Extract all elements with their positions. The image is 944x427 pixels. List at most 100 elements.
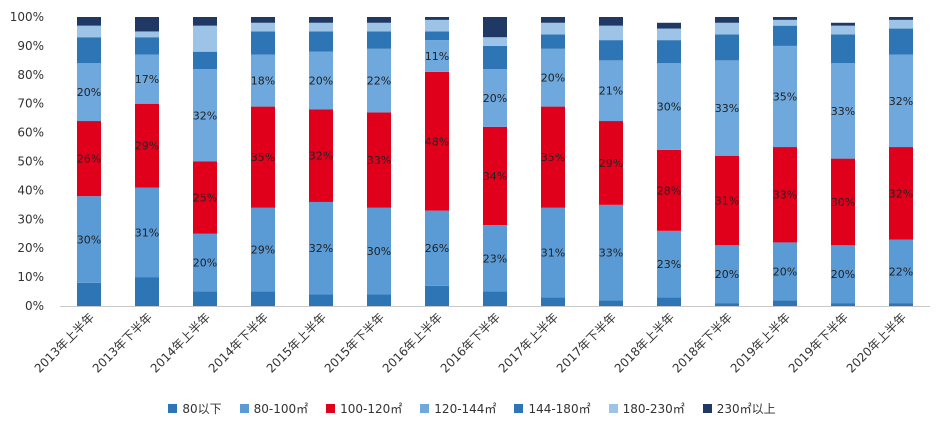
- bar-segment: [831, 34, 855, 64]
- bar-segment: [657, 297, 681, 306]
- bar-segment: [367, 48, 391, 113]
- data-label: 33%: [367, 154, 391, 167]
- bar-segment: [541, 34, 565, 49]
- x-tick-label: 2013年上半年: [32, 310, 97, 375]
- bar-segment: [715, 17, 739, 23]
- bar-segment: [889, 54, 913, 148]
- bar-segment: [135, 17, 159, 32]
- bar-segment: [135, 277, 159, 306]
- data-label: 11%: [425, 50, 449, 63]
- data-label: 20%: [483, 92, 507, 105]
- bar-segment: [309, 109, 333, 202]
- bar-segment: [367, 294, 391, 306]
- bar-segment: [657, 40, 681, 64]
- bar-segment: [425, 31, 449, 41]
- data-label: 20%: [77, 86, 101, 99]
- bar-segment: [831, 158, 855, 246]
- data-label: 26%: [77, 153, 101, 166]
- data-label: 18%: [251, 75, 275, 88]
- bar-segment: [715, 60, 739, 156]
- data-label: 33%: [831, 105, 855, 118]
- bar-segment: [251, 106, 275, 208]
- legend-label: 144-180㎡: [528, 402, 591, 416]
- bar-segment: [425, 40, 449, 72]
- bar-segment: [715, 22, 739, 35]
- bar-segment: [77, 63, 101, 122]
- data-label: 20%: [541, 72, 565, 85]
- bar-segment: [367, 31, 391, 49]
- bar-segment: [193, 291, 217, 306]
- data-label: 33%: [599, 247, 623, 260]
- bar-segment: [541, 207, 565, 298]
- data-label: 28%: [657, 184, 681, 197]
- legend-item: 80-100㎡: [239, 400, 309, 417]
- bar-segment: [715, 34, 739, 61]
- x-tick-label: 2019年上半年: [728, 310, 793, 375]
- x-tick-label: 2014年下半年: [206, 310, 271, 375]
- data-label: 33%: [773, 189, 797, 202]
- x-tick-label: 2017年下半年: [554, 310, 619, 375]
- x-tick-label: 2016年下半年: [438, 310, 503, 375]
- bar-segment: [309, 201, 333, 295]
- data-label: 21%: [599, 85, 623, 98]
- legend-label: 80-100㎡: [253, 402, 309, 416]
- bar-segment: [425, 285, 449, 306]
- bar-segment: [251, 291, 275, 306]
- bar-segment: [483, 69, 507, 127]
- bar-segment: [657, 230, 681, 298]
- data-label: 30%: [657, 101, 681, 114]
- bar-segment: [541, 106, 565, 208]
- legend-swatch: [239, 404, 249, 413]
- legend-item: 180-230㎡: [608, 400, 685, 417]
- bar-segment: [483, 291, 507, 306]
- bar-segment: [193, 51, 217, 70]
- y-tick-label: 90%: [17, 39, 44, 53]
- legend: 80以下 80-100㎡ 100-120㎡ 120-144㎡ 144-180㎡ 180-2…: [0, 400, 944, 417]
- bar-segment: [251, 22, 275, 32]
- bar-segment: [251, 31, 275, 55]
- bar-segment: [135, 187, 159, 278]
- legend-label: 120-144㎡: [434, 402, 497, 416]
- data-label: 35%: [541, 151, 565, 164]
- bar-segment: [599, 121, 623, 205]
- bar-segment: [715, 245, 739, 304]
- legend-item: 100-120㎡: [326, 400, 402, 417]
- legend-label: 80以下: [182, 402, 222, 416]
- bar-segment: [773, 25, 797, 46]
- x-tick-label: 2014年上半年: [148, 310, 213, 375]
- bar-segment: [541, 297, 565, 306]
- bar-segment: [77, 282, 101, 306]
- data-label: 32%: [889, 187, 913, 200]
- bar-segment: [599, 25, 623, 41]
- bar-segment: [309, 51, 333, 110]
- bar-segment: [715, 303, 739, 306]
- bar-segment: [889, 303, 913, 306]
- bar-segment: [251, 17, 275, 23]
- data-label: 22%: [889, 265, 913, 278]
- bar-segment: [889, 28, 913, 55]
- bar-segment: [77, 25, 101, 38]
- legend-swatch: [420, 404, 430, 413]
- data-label: 34%: [483, 170, 507, 183]
- y-tick-label: 100%: [10, 10, 44, 24]
- bar-segment: [657, 28, 681, 41]
- bar-segment: [309, 31, 333, 52]
- bar-segment: [657, 63, 681, 150]
- data-label: 29%: [135, 140, 159, 153]
- x-tick-label: 2016年上半年: [380, 310, 445, 375]
- data-label: 35%: [773, 90, 797, 103]
- bar-segment: [77, 121, 101, 197]
- legend-label: 100-120㎡: [340, 402, 403, 416]
- x-tick-label: 2018年上半年: [612, 310, 677, 375]
- bar-segment: [135, 54, 159, 104]
- bar-segment: [773, 17, 797, 20]
- y-tick-label: 10%: [17, 270, 44, 284]
- bar-segment: [367, 22, 391, 32]
- data-label: 20%: [193, 257, 217, 270]
- bar-segment: [367, 17, 391, 23]
- y-tick-label: 70%: [17, 97, 44, 111]
- bar-segment: [773, 45, 797, 148]
- bar-segment: [77, 196, 101, 283]
- data-label: 17%: [135, 73, 159, 86]
